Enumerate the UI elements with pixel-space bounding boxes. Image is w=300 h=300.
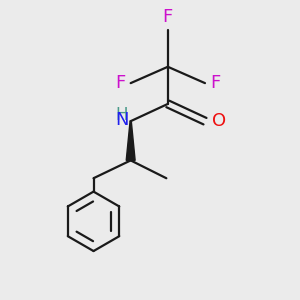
Text: F: F — [210, 74, 220, 92]
Text: F: F — [163, 8, 173, 26]
Text: O: O — [212, 112, 226, 130]
Polygon shape — [126, 121, 135, 160]
Text: H: H — [115, 106, 128, 124]
Text: F: F — [115, 74, 125, 92]
Text: N: N — [116, 111, 129, 129]
